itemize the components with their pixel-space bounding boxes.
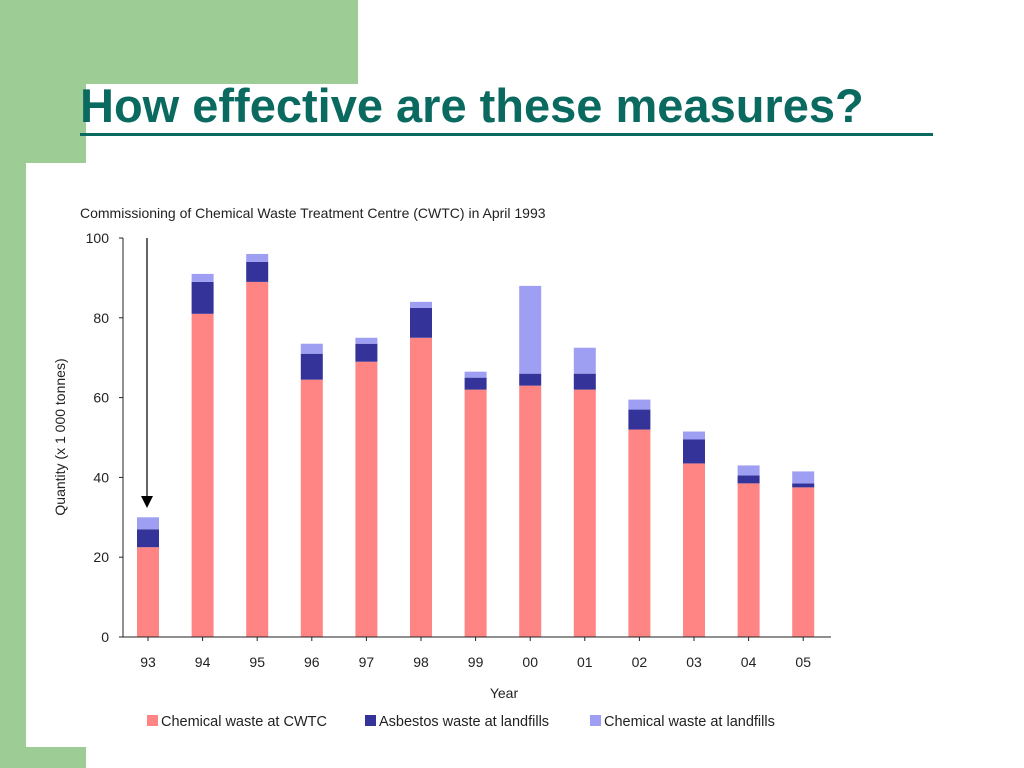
x-tick-label: 05 xyxy=(795,654,811,670)
bar-segment-04-series-2 xyxy=(737,475,760,484)
annotation-arrow-head xyxy=(141,496,153,508)
annotation-group xyxy=(141,238,153,508)
bar-segment-98-series-2 xyxy=(410,307,432,338)
bar-segment-00-series-2 xyxy=(519,373,542,386)
bar-segment-04-series-1 xyxy=(737,483,760,637)
bar-segment-93-series-1 xyxy=(137,547,159,637)
bar-segment-05-series-3 xyxy=(792,471,815,484)
bar-segment-96-series-2 xyxy=(300,353,323,380)
bar-segment-01-series-1 xyxy=(573,389,596,637)
bar-segment-97-series-3 xyxy=(355,337,378,344)
bar-segment-99-series-1 xyxy=(464,389,487,637)
bar-segment-98-series-3 xyxy=(410,301,432,308)
bar-segment-03-series-3 xyxy=(683,431,705,440)
legend-label-series-1: Chemical waste at CWTC xyxy=(161,714,327,730)
y-tick-label: 80 xyxy=(93,310,109,326)
legend-swatch-series-1 xyxy=(147,715,158,726)
bar-segment-95-series-2 xyxy=(246,261,269,282)
x-tick-label: 94 xyxy=(195,654,211,670)
chart-title: Commissioning of Chemical Waste Treatmen… xyxy=(80,205,546,221)
y-axis-label: Quantity (x 1 000 tonnes) xyxy=(52,358,68,515)
bar-segment-00-series-3 xyxy=(519,285,542,374)
legend-swatch-series-2 xyxy=(365,715,376,726)
y-tick-label: 100 xyxy=(86,230,110,246)
bar-segment-95-series-1 xyxy=(246,281,269,637)
x-tick-label: 97 xyxy=(359,654,375,670)
bar-segment-03-series-2 xyxy=(683,439,705,464)
bar-segment-94-series-1 xyxy=(191,313,214,637)
bar-segment-04-series-3 xyxy=(737,465,760,476)
bar-segment-05-series-2 xyxy=(792,483,815,488)
y-tick-label: 60 xyxy=(93,390,109,406)
bar-segment-93-series-3 xyxy=(137,517,159,530)
x-tick-label: 03 xyxy=(686,654,702,670)
bar-segment-02-series-1 xyxy=(628,429,651,637)
x-tick-label: 93 xyxy=(140,654,156,670)
slide-title: How effective are these measures? xyxy=(80,79,864,132)
bar-segment-02-series-3 xyxy=(628,399,651,410)
bar-segment-99-series-2 xyxy=(464,377,487,390)
chart-legend: Chemical waste at CWTC Asbestos waste at … xyxy=(147,714,775,730)
x-tick-label: 01 xyxy=(577,654,593,670)
bar-segment-97-series-1 xyxy=(355,361,378,637)
title-underline xyxy=(80,133,933,136)
bar-segment-99-series-3 xyxy=(464,371,487,378)
bar-segment-94-series-3 xyxy=(191,273,214,282)
bar-segment-05-series-1 xyxy=(792,487,815,637)
legend-swatch-series-3 xyxy=(590,715,601,726)
y-tick-label: 20 xyxy=(93,549,109,565)
stacked-bar-chart: Commissioning of Chemical Waste Treatmen… xyxy=(52,205,831,730)
x-tick-label: 00 xyxy=(522,654,538,670)
bar-segment-93-series-2 xyxy=(137,529,159,548)
legend-label-series-3: Chemical waste at landfills xyxy=(604,714,775,730)
chart-panel: Commissioning of Chemical Waste Treatmen… xyxy=(26,163,852,747)
x-axis: 93 94 95 96 97 98 99 00 01 02 03 04 05 xyxy=(123,636,831,670)
bar-segment-98-series-1 xyxy=(410,337,432,637)
bars-group xyxy=(137,253,815,637)
bar-segment-03-series-1 xyxy=(683,463,705,637)
bar-segment-96-series-1 xyxy=(300,379,323,637)
bar-segment-01-series-2 xyxy=(573,373,596,390)
bar-segment-96-series-3 xyxy=(300,343,323,354)
x-tick-label: 02 xyxy=(632,654,648,670)
bar-segment-94-series-2 xyxy=(191,281,214,314)
bar-segment-01-series-3 xyxy=(573,347,596,374)
y-tick-label: 0 xyxy=(101,629,109,645)
x-tick-label: 96 xyxy=(304,654,320,670)
bar-segment-97-series-2 xyxy=(355,343,378,362)
x-axis-label: Year xyxy=(490,685,519,701)
y-tick-label: 40 xyxy=(93,469,109,485)
x-tick-label: 04 xyxy=(741,654,757,670)
x-tick-label: 95 xyxy=(249,654,265,670)
legend-label-series-2: Asbestos waste at landfills xyxy=(379,714,549,730)
bar-segment-00-series-1 xyxy=(519,385,542,637)
x-tick-label: 98 xyxy=(413,654,429,670)
x-tick-label: 99 xyxy=(468,654,484,670)
y-axis: 0 20 40 60 80 100 xyxy=(86,230,124,645)
bar-segment-95-series-3 xyxy=(246,253,269,262)
bar-segment-02-series-2 xyxy=(628,409,651,430)
